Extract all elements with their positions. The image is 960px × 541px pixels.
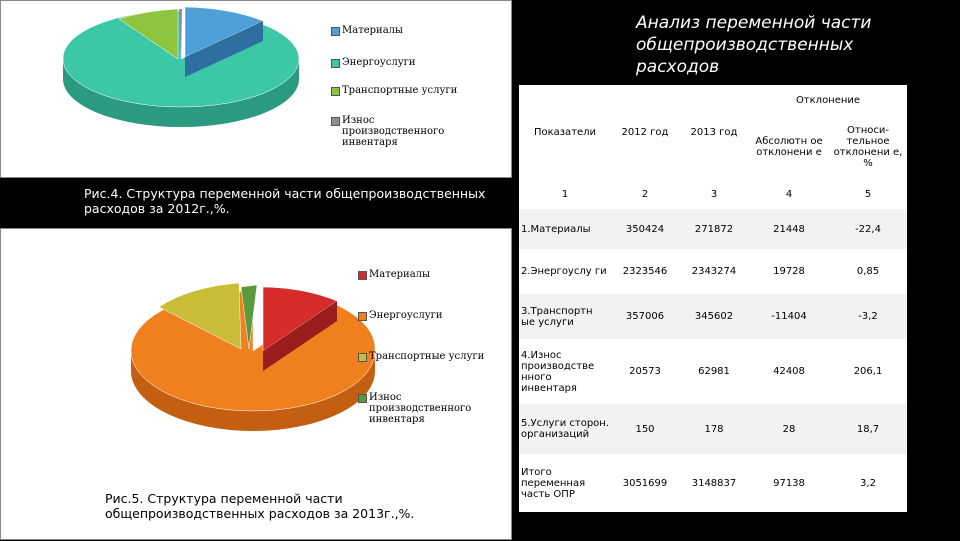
table-cell: 3 [710,188,718,200]
table-cell: 1 [561,188,569,200]
pie-chart-2012 [62,6,300,127]
legend-2013-item-transport: Транспортные услуги [358,351,484,362]
table-cell: 271872 [694,223,734,235]
legend-2012-item-materials: Материалы [331,25,403,36]
table-cell: Итого переменная часть ОПР [521,466,586,500]
table-cell: 21448 [773,223,805,235]
pie-2013-slice-materials-side [263,301,337,371]
table-cell: 42408 [773,366,805,377]
header-absolute: Абсолютн ое отклонени е [755,136,823,158]
table-row: 4.Износ производстве нного инвентаря 205… [519,339,907,404]
table-cell: 1.Материалы [521,223,591,235]
table-cell: 2.Энергоуслу ги [521,266,607,277]
table-cell: 19728 [773,266,805,277]
table-cell: 62981 [698,366,730,377]
header-deviation: Отклонение [795,94,861,106]
legend-label: Материалы [369,269,430,280]
table-cell: 206,1 [853,366,883,377]
legend-2013-item-energy: Энергоуслуги [358,310,443,321]
legend-swatch [358,394,367,403]
legend-swatch [331,59,340,68]
table-row: 2.Энергоуслу ги 2323546 2343274 19728 0,… [519,249,907,294]
chart-2012-caption: Рис.4. Структура переменной части общепр… [84,186,486,216]
table-cell: 357006 [625,311,665,322]
pie-2012-slice-transport [118,8,179,60]
legend-2013-item-wear: Износ производственного инвентаря [358,392,498,425]
table-row: 1.Материалы 350424 271872 21448 -22,4 [519,209,908,249]
table-cell: 2343274 [691,266,737,277]
pie-2012-slice-wear [179,9,182,59]
table-cell: 5.Услуги сторон. организаций [521,418,609,440]
table-cell: 345602 [694,311,734,322]
legend-label: Транспортные услуги [342,85,458,96]
table-cell: 28 [782,423,796,435]
pie-2012-slice-materials [184,6,264,58]
legend-swatch [358,271,367,280]
table-cell: 350424 [625,223,665,235]
table-cell: 3,2 [860,477,876,489]
legend-label: Энергоуслуги [369,310,443,321]
legend-label: Энергоуслуги [342,57,416,68]
pie-chart-2013 [130,282,376,431]
header-relative: Относи- тельное отклонени е, % [833,125,903,169]
legend-swatch [358,353,367,362]
table-number-row: 1 2 3 4 5 [519,179,907,209]
pie-2013-slice-transport [158,282,242,350]
chart-2012-panel: Материалы Энергоуслуги Транспортные услу… [0,0,512,178]
chart-2013-caption: Рис.5. Структура переменной части общепр… [105,491,415,521]
table-row: Итого переменная часть ОПР 3051699 31488… [519,454,907,512]
table-cell: 2323546 [622,266,668,277]
pie-2012-slice-materials-side [185,21,263,77]
legend-label: Материалы [342,25,403,36]
legend-swatch [331,117,340,126]
header-year-2012: 2012 год [621,126,669,138]
table-cell: 3051699 [622,477,668,489]
legend-2013-item-materials: Материалы [358,269,430,280]
chart-2013-panel: Материалы Энергоуслуги Транспортные услу… [0,228,512,540]
table-row: 5.Услуги сторон. организаций 150 178 28 … [519,404,908,454]
table-row: 3.Транспортн ые услуги 357006 345602 -11… [519,294,908,339]
legend-label: Износ производственного инвентаря [369,392,472,425]
table-cell: -3,2 [858,311,878,322]
pie-2013-slice-wear [240,284,258,350]
legend-2012-item-energy: Энергоуслуги [331,57,416,68]
legend-swatch [331,87,340,96]
table-cell: 97138 [773,477,805,489]
table-cell: 5 [864,188,872,200]
pie-2013-side [131,351,375,431]
table-cell: -22,4 [855,223,881,235]
table-cell: 150 [635,423,655,435]
legend-swatch [331,27,340,36]
legend-swatch [358,312,367,321]
table-cell: 178 [704,423,724,435]
table-cell: 4 [785,188,793,200]
legend-label: Износ производственного инвентаря [342,115,445,148]
table-cell: -11404 [771,311,807,322]
legend-2012-item-wear: Износ производственного инвентаря [331,115,471,148]
slide-title: Анализ переменной части общепроизводстве… [636,13,872,77]
expenses-table: Показатели 2012 год 2013 год Отклонение … [519,85,908,512]
legend-label: Транспортные услуги [369,351,485,362]
table-cell: 18,7 [856,423,880,435]
table-cell: 3148837 [691,477,737,489]
legend-2012-item-transport: Транспортные услуги [331,85,457,96]
pie-2012-side [63,59,299,127]
header-indicator: Показатели [533,126,597,138]
table-cell: 20573 [629,366,661,377]
table-cell: 0,85 [856,266,880,277]
table-cell: 4.Износ производстве нного инвентаря [521,349,595,394]
pie-2013-slice-materials [262,286,338,352]
table-cell: 3.Транспортн ые услуги [521,305,593,328]
table-cell: 2 [641,188,649,200]
header-year-2013: 2013 год [690,126,738,138]
